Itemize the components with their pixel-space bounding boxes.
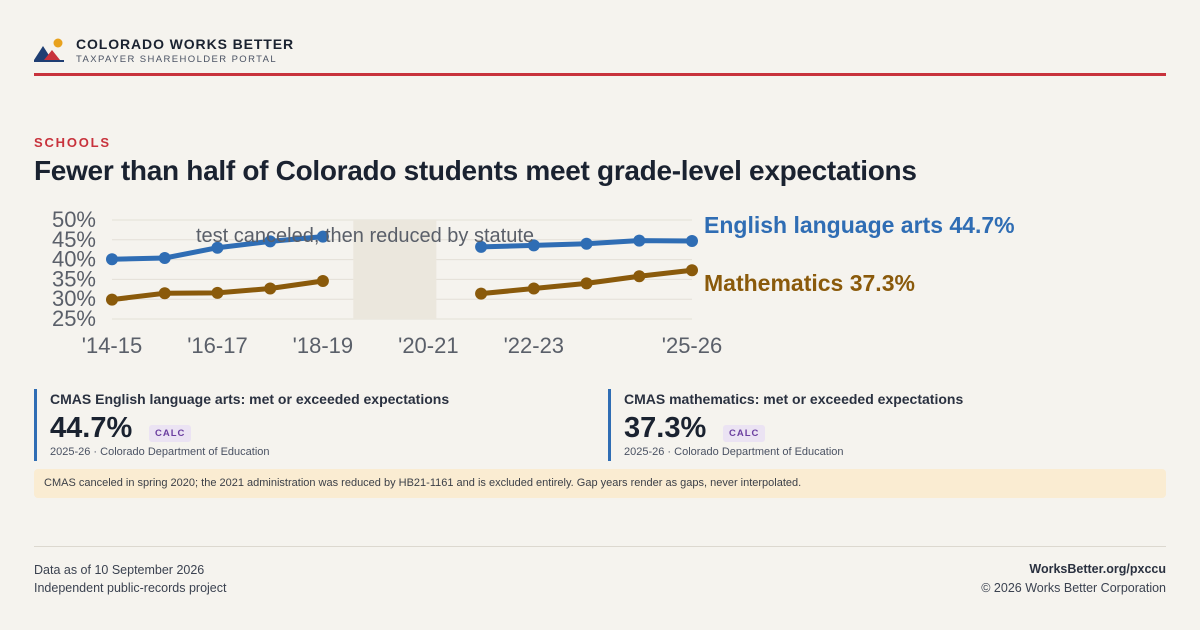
data-as-of: Data as of 10 September 2026 — [34, 563, 205, 577]
data-point — [475, 240, 488, 253]
source-link[interactable]: WorksBetter.org/pxccu — [1029, 562, 1166, 576]
brand-tagline: TAXPAYER SHAREHOLDER PORTAL — [76, 54, 278, 65]
series-end-label: Mathematics 37.3% — [704, 270, 915, 296]
data-point — [264, 235, 277, 248]
x-tick-label: '16-17 — [187, 333, 247, 358]
data-point — [686, 264, 698, 277]
data-point — [475, 287, 488, 300]
y-tick-label: 35% — [52, 266, 96, 291]
stat-card-value: 37.3% — [624, 412, 707, 444]
project-description: Independent public-records project — [34, 581, 227, 595]
data-point — [211, 241, 224, 254]
y-tick-label: 40% — [52, 247, 96, 272]
data-point — [106, 293, 118, 306]
section-kicker: SCHOOLS — [34, 135, 111, 150]
y-tick-label: 45% — [52, 227, 96, 252]
data-point — [106, 253, 118, 266]
data-point — [580, 237, 593, 250]
data-point — [686, 234, 698, 247]
data-point — [211, 286, 224, 299]
band-annotation: test canceled, then reduced by statute — [196, 225, 534, 247]
y-tick-label: 50% — [52, 207, 96, 232]
data-point — [158, 287, 171, 300]
data-point — [633, 270, 646, 283]
stat-card-label: CMAS mathematics: met or exceeded expect… — [624, 391, 964, 407]
gap-band — [353, 220, 437, 319]
stat-card-label: CMAS English language arts: met or excee… — [50, 391, 450, 407]
data-point — [264, 282, 277, 295]
y-tick-label: 30% — [52, 286, 96, 311]
data-point — [527, 239, 540, 252]
calc-badge[interactable]: CALC — [723, 425, 766, 442]
data-point — [580, 277, 593, 290]
x-tick-label: '18-19 — [293, 333, 353, 358]
x-tick-label: '22-23 — [504, 333, 564, 358]
brand-name[interactable]: COLORADO WORKS BETTER — [76, 36, 295, 52]
x-tick-label: '14-15 — [82, 333, 142, 358]
data-point — [527, 282, 540, 295]
data-point — [316, 274, 329, 287]
series-end-label: English language arts 44.7% — [704, 212, 1015, 238]
data-point — [316, 230, 329, 243]
x-tick-label: '20-21 — [398, 333, 458, 358]
copyright: © 2026 Works Better Corporation — [981, 581, 1166, 595]
data-point — [158, 252, 171, 265]
page-title: Fewer than half of Colorado students mee… — [34, 155, 917, 186]
x-tick-label: '25-26 — [662, 333, 722, 358]
site-header: COLORADO WORKS BETTER TAXPAYER SHAREHOLD… — [34, 34, 1166, 76]
mountain-sun-logo-icon[interactable] — [34, 38, 68, 64]
stat-card-math: CMAS mathematics: met or exceeded expect… — [608, 389, 1148, 461]
y-tick-label: 25% — [52, 306, 96, 331]
stat-card-source: 2025-26 · Colorado Department of Educati… — [50, 446, 270, 458]
stat-card-ela: CMAS English language arts: met or excee… — [34, 389, 574, 461]
footer-divider — [34, 546, 1166, 547]
stat-card-source: 2025-26 · Colorado Department of Educati… — [624, 446, 844, 458]
data-note: CMAS canceled in spring 2020; the 2021 a… — [34, 469, 1166, 498]
calc-badge[interactable]: CALC — [149, 425, 192, 442]
stat-card-value: 44.7% — [50, 412, 133, 444]
line-chart: 50%45%40%35%30%25%'14-15 '16-17 '18-19 '20-… — [52, 207, 1015, 358]
data-point — [633, 234, 646, 247]
